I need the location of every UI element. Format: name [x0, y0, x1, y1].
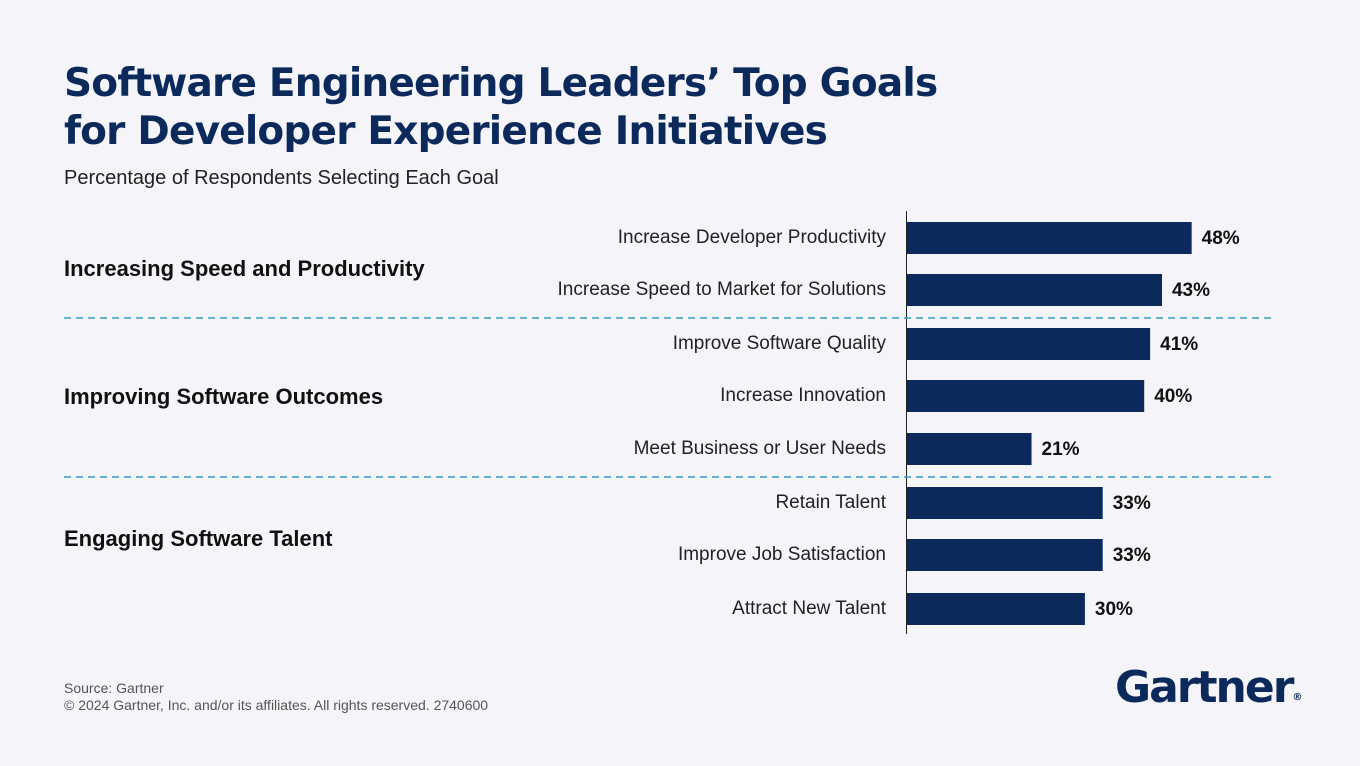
- chart-title: Software Engineering Leaders’ Top Goals …: [64, 60, 1064, 156]
- bar-chart: Increasing Speed and Productivity Improvi…: [64, 211, 1276, 634]
- source-note: Source: Gartner: [64, 680, 164, 696]
- category-label: Retain Talent: [775, 492, 886, 513]
- category-label: Attract New Talent: [732, 598, 887, 619]
- value-label: 43%: [1172, 280, 1210, 301]
- category-label: Increase Developer Productivity: [618, 227, 887, 248]
- value-label: 40%: [1154, 386, 1192, 407]
- value-label: 41%: [1160, 334, 1198, 355]
- bar: [907, 380, 1145, 412]
- group-label: Improving Software Outcomes: [64, 384, 383, 409]
- chart-subtitle: Percentage of Respondents Selecting Each…: [64, 167, 499, 189]
- bar: [907, 593, 1085, 625]
- value-label: 30%: [1095, 599, 1133, 620]
- brand-name: Gartner: [1115, 662, 1294, 713]
- group-label: Engaging Software Talent: [64, 526, 333, 551]
- title-line-1: Software Engineering Leaders’ Top Goals: [64, 61, 938, 106]
- value-label: 21%: [1042, 439, 1080, 460]
- category-label: Increase Innovation: [720, 385, 886, 406]
- bar: [907, 487, 1103, 519]
- title-line-2: for Developer Experience Initiatives: [64, 109, 828, 154]
- value-label: 48%: [1202, 228, 1240, 249]
- bar: [907, 222, 1192, 254]
- copyright-note: © 2024 Gartner, Inc. and/or its affiliat…: [64, 697, 489, 713]
- category-label: Meet Business or User Needs: [634, 438, 886, 459]
- category-label: Improve Job Satisfaction: [678, 544, 886, 565]
- bar: [907, 539, 1103, 571]
- bar: [907, 433, 1032, 465]
- category-label: Improve Software Quality: [673, 333, 887, 354]
- value-label: 33%: [1113, 493, 1151, 514]
- value-label: 33%: [1113, 545, 1151, 566]
- gartner-logo: Gartner®: [1115, 662, 1302, 713]
- category-label: Increase Speed to Market for Solutions: [558, 279, 886, 300]
- bar: [907, 274, 1162, 306]
- group-label: Increasing Speed and Productivity: [64, 256, 425, 281]
- bar: [907, 328, 1151, 360]
- registered-mark: ®: [1292, 692, 1303, 703]
